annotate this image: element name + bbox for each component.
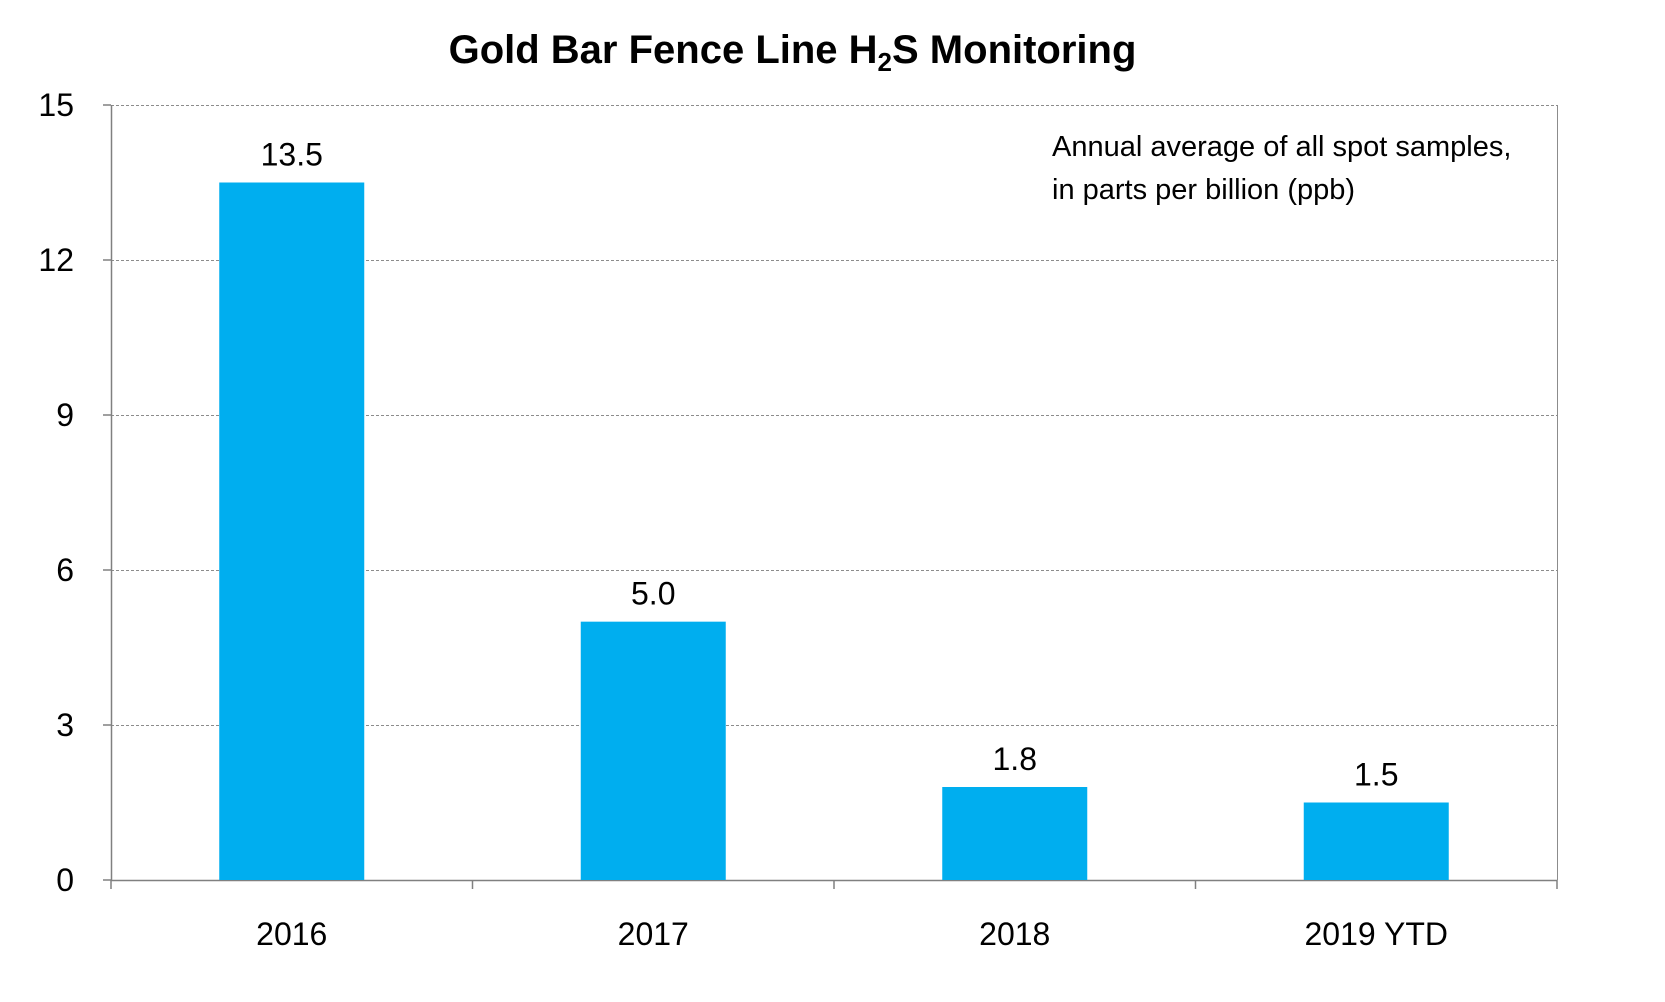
annotation-line-2: in parts per billion (ppb)	[1052, 174, 1356, 206]
x-tick-label: 2018	[979, 916, 1050, 952]
y-tick-label: 6	[56, 552, 74, 588]
data-label: 1.5	[1354, 757, 1398, 793]
x-tick-label: 2016	[256, 916, 327, 952]
data-label: 1.8	[993, 741, 1037, 777]
y-tick-label: 0	[56, 862, 74, 898]
chart-title-subscript: 2	[877, 47, 893, 77]
chart-annotation: Annual average of all spot samples, in p…	[1052, 126, 1511, 212]
bar	[580, 621, 726, 880]
x-tick-label: 2017	[618, 916, 689, 952]
x-tick-label: 2019 YTD	[1305, 916, 1449, 952]
chart-title-end: S Monitoring	[892, 28, 1137, 72]
y-tick-label: 3	[56, 707, 74, 743]
data-label: 13.5	[261, 137, 323, 173]
y-tick-label: 9	[56, 397, 74, 433]
chart-title: Gold Bar Fence Line H2S Monitoring	[0, 28, 1585, 75]
data-label: 5.0	[631, 576, 675, 612]
bar	[942, 787, 1088, 880]
chart-title-main: Gold Bar Fence Line H	[448, 28, 878, 72]
y-tick-label: 12	[38, 242, 74, 278]
y-tick-label: 15	[38, 87, 74, 123]
annotation-line-1: Annual average of all spot samples,	[1052, 131, 1512, 163]
bar	[219, 182, 365, 880]
bar	[1303, 802, 1449, 880]
